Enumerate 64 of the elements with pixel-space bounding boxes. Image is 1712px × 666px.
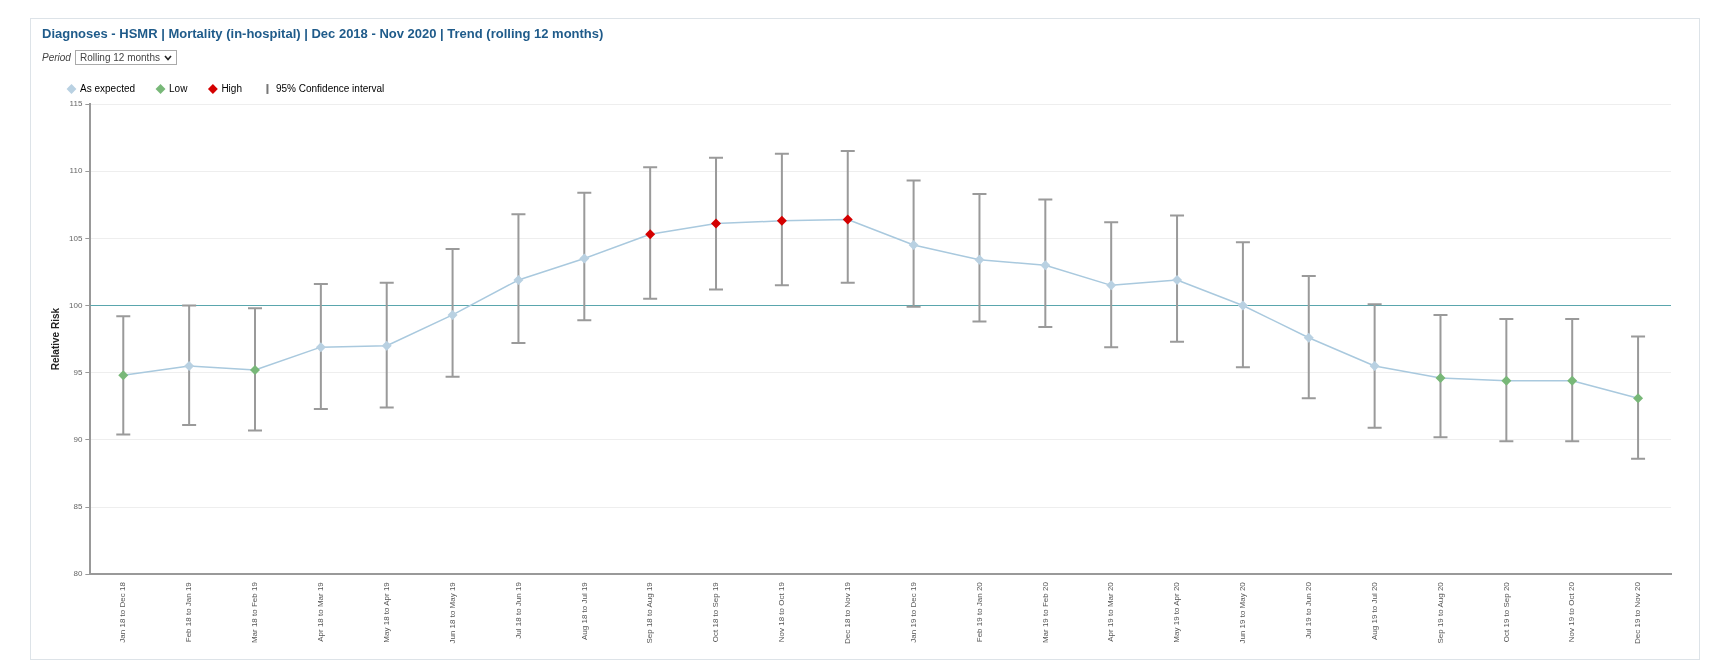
x-tick-label: Feb 19 to Jan 20: [974, 581, 984, 643]
text: 95% Confidence interval: [275, 82, 385, 94]
x-tick-label: Jul 19 to Jun 20: [1303, 581, 1313, 639]
x-tick-label: Nov 19 to Oct 20: [1567, 581, 1577, 643]
y-tick-label: 100: [68, 300, 83, 310]
y-axis-title: Relative Risk: [49, 307, 61, 371]
text: Period: [42, 52, 71, 63]
point: [1172, 274, 1183, 285]
point: [711, 218, 722, 229]
y-tick-label: 85: [73, 502, 83, 512]
x-tick-label: Jun 18 to May 19: [447, 581, 457, 644]
legend-label: As expected: [80, 82, 136, 94]
point: [1633, 393, 1644, 404]
point: [250, 364, 260, 375]
point: [974, 254, 985, 265]
x-tick-label: Apr 18 to Mar 19: [316, 581, 326, 642]
point: [447, 309, 458, 320]
point: [842, 214, 853, 225]
point: [315, 342, 326, 353]
x-tick-label: Nov 18 to Oct 19: [777, 581, 787, 643]
point: [1501, 375, 1512, 386]
x-tick-label: May 18 to Apr 19: [381, 581, 391, 643]
point: [381, 340, 392, 351]
x-tick-label: Jan 19 to Dec 19: [908, 581, 918, 643]
x-tick-label: Oct 19 to Sep 20: [1501, 581, 1511, 643]
legend-label: High: [221, 82, 242, 94]
x-tick-label: Mar 19 to Feb 20: [1040, 581, 1050, 644]
y-tick-label: 90: [73, 435, 83, 445]
y-tick-label: 80: [73, 569, 83, 579]
point: [579, 253, 590, 264]
x-tick-label: Oct 18 to Sep 19: [711, 581, 721, 643]
point: [1040, 260, 1051, 271]
point: [1106, 280, 1117, 291]
x-tick-label: Feb 18 to Jan 19: [184, 581, 194, 643]
x-tick-label: Apr 19 to Mar 20: [1106, 581, 1116, 642]
x-tick-label: Sep 18 to Aug 19: [645, 581, 655, 644]
point: [118, 370, 129, 381]
x-tick-label: Aug 18 to Jul 19: [579, 581, 589, 640]
point: [645, 229, 656, 240]
x-tick-label: Aug 19 to Jul 20: [1369, 581, 1379, 640]
legend-label: Low: [169, 82, 189, 94]
y-tick-label: 95: [73, 367, 83, 377]
dropdown: Rolling 12 months: [74, 50, 177, 65]
point: [513, 274, 524, 285]
y-tick-label: 105: [68, 233, 83, 243]
x-tick-label: Dec 19 to Nov 20: [1633, 581, 1643, 644]
x-tick-label: Jan 18 to Dec 18: [118, 581, 128, 643]
y-tick-label: 110: [69, 166, 83, 176]
point: [184, 360, 195, 371]
point: [1435, 373, 1446, 384]
point: [1303, 332, 1314, 343]
x-tick-label: Jul 18 to Jun 19: [513, 581, 523, 639]
y-tick-label: 115: [69, 99, 83, 109]
x-tick-label: Mar 18 to Feb 19: [250, 581, 260, 644]
point: [908, 240, 919, 251]
point: [1567, 375, 1578, 386]
point: [1369, 360, 1380, 371]
x-tick-label: May 19 to Apr 20: [1172, 581, 1182, 643]
x-tick-label: Jun 19 to May 20: [1238, 581, 1248, 644]
chart-title: Diagnoses - HSMR | Mortality (in-hospital) | Dec 2018 - Nov 2020 | Trend (rolling 12 months): [42, 26, 604, 41]
x-tick-label: Dec 18 to Nov 19: [842, 581, 852, 644]
point: [776, 215, 787, 226]
point: [1237, 300, 1248, 311]
x-tick-label: Sep 19 to Aug 20: [1435, 581, 1445, 644]
